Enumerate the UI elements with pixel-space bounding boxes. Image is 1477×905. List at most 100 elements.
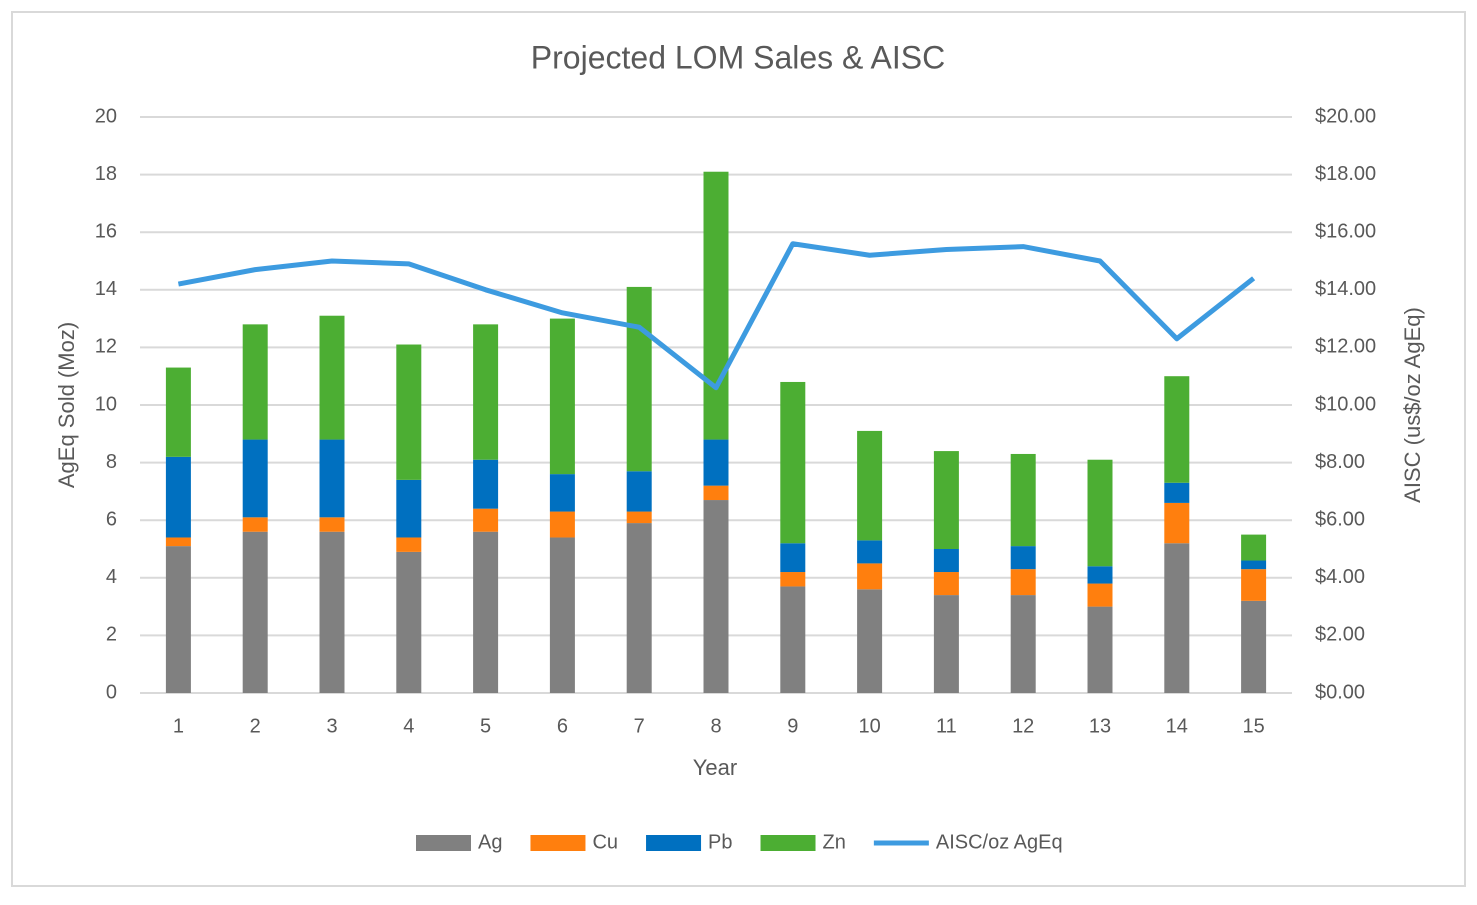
bar-segment <box>780 572 806 587</box>
x-tick-label: 4 <box>403 715 414 737</box>
x-tick-label: 1 <box>173 715 184 737</box>
bar-segment <box>242 439 268 518</box>
bar-segment <box>933 595 959 693</box>
bar-segment <box>626 511 652 524</box>
bar-segment <box>1087 459 1113 567</box>
legend-swatch <box>416 835 471 851</box>
y-tick-label: 16 <box>95 220 117 242</box>
bar-segment <box>933 572 959 596</box>
bar-segment <box>1087 583 1113 607</box>
x-tick-label: 12 <box>1012 715 1034 737</box>
x-tick-label: 5 <box>480 715 491 737</box>
bar-segment <box>1164 482 1190 503</box>
bar-segment <box>396 344 422 480</box>
bar-segment <box>549 511 575 538</box>
bar-segment <box>242 517 268 532</box>
x-tick-label: 9 <box>787 715 798 737</box>
legend-label: Pb <box>708 831 732 853</box>
y-tick-label: 12 <box>95 336 117 358</box>
bar-segment <box>1241 600 1267 693</box>
bar-segment <box>1087 606 1113 693</box>
y2-tick-label: $16.00 <box>1315 220 1376 242</box>
legend-swatch <box>646 835 702 851</box>
bar-segment <box>857 563 883 590</box>
bar-segment <box>1010 546 1036 570</box>
legend-label: Zn <box>823 831 846 853</box>
bar-segment <box>780 381 806 544</box>
x-tick-label: 6 <box>557 715 568 737</box>
x-tick-label: 3 <box>326 715 337 737</box>
y2-tick-label: $18.00 <box>1315 163 1376 185</box>
bar-segment <box>165 456 191 538</box>
bar-segment <box>242 324 268 440</box>
y2-tick-label: $10.00 <box>1315 393 1376 415</box>
bar-segment <box>780 543 806 573</box>
bar-segment <box>857 589 883 693</box>
bar-segment <box>933 549 959 573</box>
y2-tick-label: $14.00 <box>1315 278 1376 300</box>
bar-segment <box>165 367 191 457</box>
line-series <box>177 241 1256 391</box>
bar-segment <box>626 471 652 512</box>
y-tick-label: 14 <box>95 278 117 300</box>
bar-segment <box>242 531 268 693</box>
bar-segment <box>396 479 422 538</box>
bar-segment <box>473 324 499 460</box>
y2-tick-label: $12.00 <box>1315 336 1376 358</box>
bar-segment <box>1241 560 1267 570</box>
bar-segment <box>319 531 345 693</box>
bar-segment <box>319 517 345 532</box>
legend-swatch <box>760 835 816 851</box>
y-tick-label: 8 <box>106 451 117 473</box>
bar-segment <box>857 540 883 564</box>
bar-segment <box>626 286 652 472</box>
bar-segment <box>703 500 729 693</box>
x-tick-label: 8 <box>710 715 721 737</box>
bar-segment <box>857 430 883 541</box>
y-tick-label: 10 <box>95 393 117 415</box>
y-tick-label: 6 <box>106 508 117 530</box>
bar-segment <box>1164 376 1190 483</box>
bar-segment <box>165 546 191 693</box>
y2-axis-label: AISC (us$/oz AgEq) <box>1400 307 1425 503</box>
bar-segment <box>703 485 729 501</box>
y2-tick-label: $20.00 <box>1315 105 1376 127</box>
x-tick-label: 11 <box>936 715 957 737</box>
y2-tick-label: $8.00 <box>1315 451 1365 473</box>
y-axis-label: AgEq Sold (Moz) <box>54 322 79 488</box>
x-tick-label: 2 <box>250 715 261 737</box>
x-tick-label: 10 <box>858 715 880 737</box>
chart-border <box>11 11 1466 887</box>
bar-segment <box>1164 502 1190 544</box>
legend-label: AISC/oz AgEq <box>936 831 1063 853</box>
bar-segment <box>473 531 499 693</box>
bar-segment <box>1164 543 1190 693</box>
bar-segment <box>396 537 422 552</box>
bar-segment <box>473 459 499 509</box>
bar-segment <box>549 474 575 512</box>
y2-tick-label: $6.00 <box>1315 508 1365 530</box>
bar-segment <box>1241 534 1267 561</box>
bar-segment <box>1241 569 1267 601</box>
bar-segment <box>549 318 575 475</box>
y-tick-label: 18 <box>95 163 117 185</box>
bar-segment <box>703 171 729 440</box>
x-tick-label: 14 <box>1166 715 1188 737</box>
bar-segment <box>1010 453 1036 547</box>
x-tick-label: 7 <box>634 715 645 737</box>
chart-title: Projected LOM Sales & AISC <box>531 39 945 75</box>
bar-segment <box>165 537 191 547</box>
bar-segment <box>703 439 729 486</box>
bar-segment <box>319 439 345 518</box>
y2-tick-label: $4.00 <box>1315 566 1365 588</box>
y-tick-label: 0 <box>106 681 117 703</box>
legend-label: Cu <box>592 831 618 853</box>
bar-segment <box>780 586 806 693</box>
y-tick-label: 2 <box>106 624 117 646</box>
bar-segment <box>1087 566 1113 584</box>
x-tick-label: 15 <box>1242 715 1264 737</box>
legend-swatch <box>530 835 586 851</box>
bar-segment <box>933 451 959 549</box>
